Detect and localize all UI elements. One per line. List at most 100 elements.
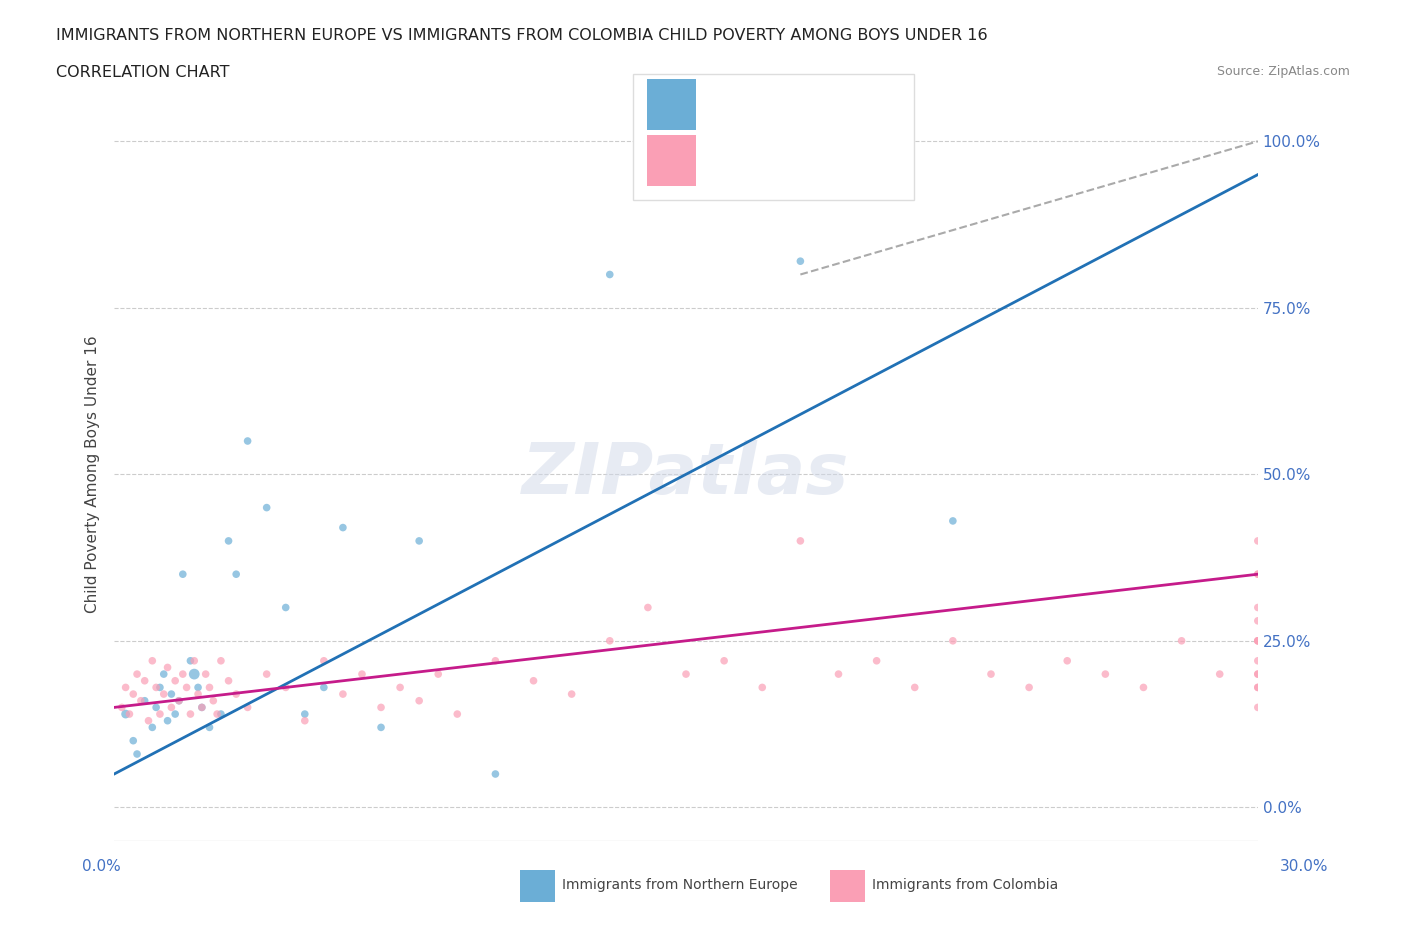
Point (149, 707, 172, 722)
Point (134, 693, 156, 708)
Point (980, 667, 1002, 682)
Point (167, 693, 190, 708)
Point (202, 693, 225, 708)
Point (172, 566, 194, 581)
Point (191, 700, 214, 715)
Point (1247, 633, 1270, 648)
Point (205, 707, 228, 722)
Point (484, 654, 506, 669)
Point (789, 534, 811, 549)
Point (1247, 566, 1270, 581)
Point (209, 654, 232, 669)
Point (484, 766, 506, 781)
Text: R =  0.407    N = 75: R = 0.407 N = 75 (706, 130, 873, 148)
Point (141, 720, 163, 735)
Point (294, 707, 316, 722)
Point (1170, 633, 1192, 648)
Point (370, 720, 392, 735)
Point (125, 667, 148, 682)
Point (1247, 680, 1270, 695)
Point (1247, 566, 1270, 581)
Point (1247, 654, 1270, 669)
Point (522, 673, 544, 688)
Point (225, 686, 247, 701)
Point (751, 680, 773, 695)
Point (187, 686, 209, 701)
Point (138, 713, 160, 728)
Point (370, 700, 392, 715)
Point (165, 673, 187, 688)
Point (332, 520, 354, 535)
Point (165, 707, 187, 722)
Point (236, 433, 259, 448)
Point (675, 667, 697, 682)
Point (1247, 667, 1270, 682)
Point (1018, 680, 1040, 695)
Point (160, 700, 183, 715)
Point (1247, 614, 1270, 629)
Point (111, 700, 134, 715)
Point (1247, 667, 1270, 682)
Point (1209, 667, 1232, 682)
Point (1132, 680, 1154, 695)
Point (218, 673, 240, 688)
Point (236, 700, 259, 715)
Point (141, 654, 163, 669)
Point (179, 707, 201, 722)
Point (198, 720, 221, 735)
Point (561, 686, 583, 701)
Point (191, 700, 214, 715)
Point (125, 747, 148, 762)
Point (198, 680, 221, 695)
Point (179, 654, 201, 669)
Point (183, 667, 205, 682)
Point (294, 713, 316, 728)
Point (114, 680, 136, 695)
Point (865, 654, 887, 669)
Text: Immigrants from Northern Europe: Immigrants from Northern Europe (562, 878, 799, 893)
Point (446, 707, 468, 722)
Point (408, 534, 430, 549)
Text: 30.0%: 30.0% (1281, 859, 1329, 874)
Point (225, 566, 247, 581)
Point (389, 680, 412, 695)
Point (114, 707, 136, 722)
Point (145, 700, 167, 715)
Point (312, 680, 335, 695)
Point (194, 667, 217, 682)
Point (350, 667, 373, 682)
Point (176, 680, 198, 695)
Point (160, 686, 183, 701)
Point (1247, 600, 1270, 615)
Point (637, 600, 659, 615)
Text: Immigrants from Colombia: Immigrants from Colombia (872, 878, 1057, 893)
Point (218, 534, 240, 549)
Text: CORRELATION CHART: CORRELATION CHART (56, 65, 229, 80)
Point (427, 667, 450, 682)
Point (599, 633, 621, 648)
Point (152, 686, 174, 701)
Point (118, 707, 141, 722)
Point (1247, 534, 1270, 549)
Point (1247, 633, 1270, 648)
Point (312, 654, 335, 669)
Point (187, 680, 209, 695)
Text: R =  0.576    N = 33: R = 0.576 N = 33 (706, 86, 873, 103)
Point (183, 654, 205, 669)
Point (408, 693, 430, 708)
Point (172, 667, 194, 682)
Point (274, 680, 297, 695)
Point (1247, 680, 1270, 695)
Point (129, 693, 152, 708)
Point (167, 693, 190, 708)
Point (332, 686, 354, 701)
Point (942, 513, 965, 528)
Point (156, 713, 179, 728)
Point (789, 254, 811, 269)
Point (256, 667, 278, 682)
Point (827, 667, 849, 682)
Point (152, 667, 174, 682)
Point (1247, 633, 1270, 648)
Point (209, 707, 232, 722)
Point (134, 673, 156, 688)
